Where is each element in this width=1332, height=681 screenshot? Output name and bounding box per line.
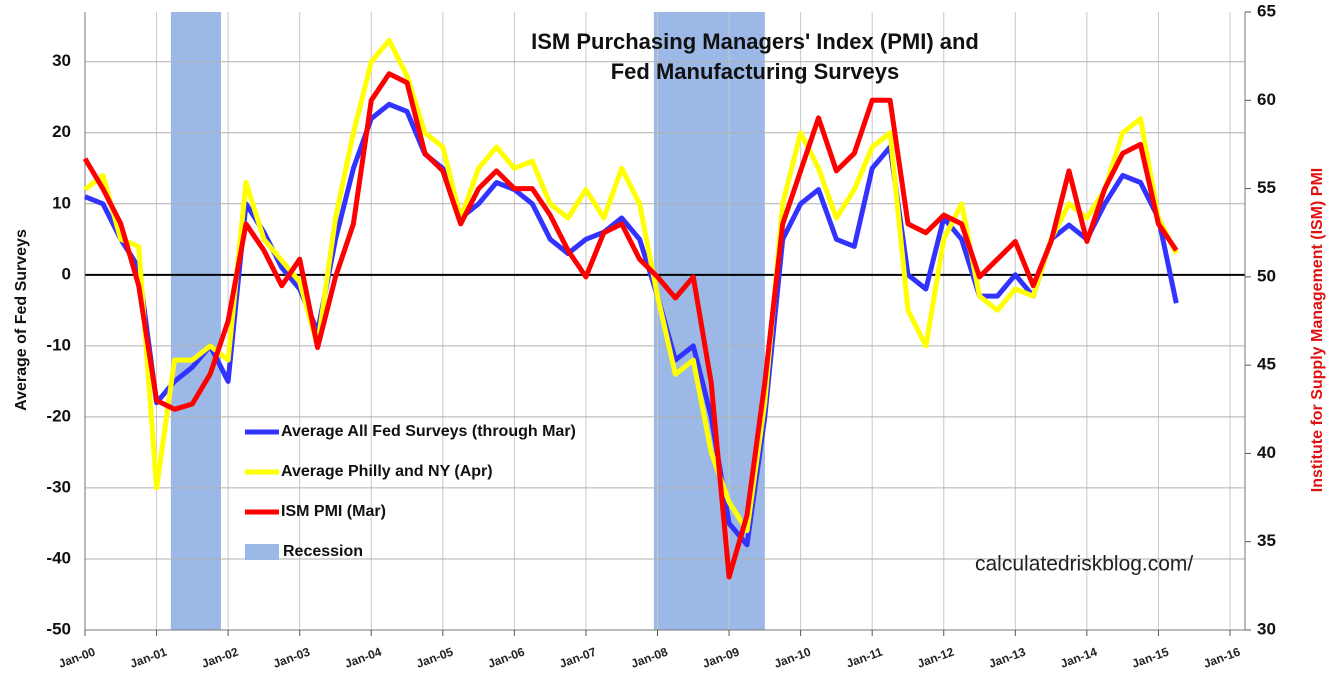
chart-title: Fed Manufacturing Surveys xyxy=(611,59,900,84)
chart-title: ISM Purchasing Managers' Index (PMI) and xyxy=(531,29,979,54)
annotation: calculatedriskblog.com/ xyxy=(975,553,1193,576)
y-tick-label: -30 xyxy=(46,477,71,496)
y-tick-label: 20 xyxy=(52,122,71,141)
y2-tick-label: 40 xyxy=(1257,443,1276,462)
y2-tick-label: 60 xyxy=(1257,90,1276,109)
legend-label: Average Philly and NY (Apr) xyxy=(281,463,493,480)
y-tick-label: -40 xyxy=(46,548,71,567)
y2-tick-label: 65 xyxy=(1257,1,1276,20)
y-axis-label: Average of Fed Surveys xyxy=(13,229,30,411)
y2-tick-label: 50 xyxy=(1257,266,1276,285)
recession-band xyxy=(170,12,221,630)
y2-tick-label: 55 xyxy=(1257,178,1276,197)
y2-axis-label: Institute for Supply Management (ISM) PM… xyxy=(1309,168,1326,492)
legend-label: ISM PMI (Mar) xyxy=(281,503,386,520)
y-tick-label: -10 xyxy=(46,335,71,354)
y-tick-label: 10 xyxy=(52,193,71,212)
legend-label: Average All Fed Surveys (through Mar) xyxy=(281,423,576,440)
legend-label: Recession xyxy=(283,543,363,560)
series-layer xyxy=(82,37,1179,580)
y-tick-label: 30 xyxy=(52,51,71,70)
y2-tick-label: 35 xyxy=(1257,531,1276,550)
series-line xyxy=(83,37,1179,534)
y2-tick-label: 30 xyxy=(1257,619,1276,638)
y2-tick-label: 45 xyxy=(1257,355,1276,374)
series-line xyxy=(84,101,1179,548)
y-tick-label: 0 xyxy=(62,264,71,283)
series-line xyxy=(82,71,1179,580)
y-tick-label: -50 xyxy=(46,619,71,638)
y-tick-label: -20 xyxy=(46,406,71,425)
grid-layer xyxy=(84,12,1246,631)
legend-swatch xyxy=(245,544,279,560)
foreground-layer: ISM Purchasing Managers' Index (PMI) and… xyxy=(13,1,1326,670)
